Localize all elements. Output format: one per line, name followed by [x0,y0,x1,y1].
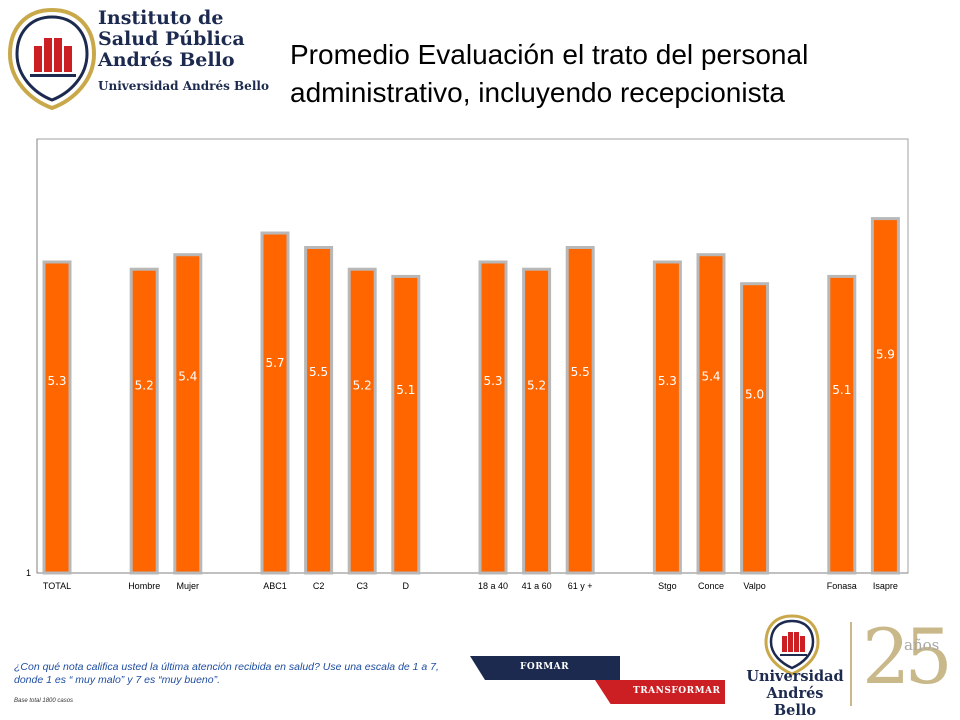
data-label: 5.3 [658,374,677,388]
data-label: 5.5 [571,365,590,379]
institute-logo [6,8,266,112]
x-tick-label: Fonasa [827,581,857,591]
x-tick-label: ABC1 [263,581,287,591]
data-label: 5.7 [265,356,284,370]
logo-line-3: Andrés Bello [98,49,235,71]
bar-fonasa [827,274,857,575]
bar-hombre [129,267,159,575]
bar-c2 [304,246,334,575]
x-tick-label: TOTAL [43,581,71,591]
logo-line-2: Salud Pública [98,28,245,50]
x-tick-label: C2 [313,581,325,591]
bar-chart: 5.3 5.2 5.4 5.7 5.5 5.2 5.1 5.3 5.2 5.5 5.3 5.4 5.0 5… [26,138,909,591]
bar-18-a-40 [478,260,508,575]
formar-band [470,656,620,680]
x-tick-label: D [403,581,410,591]
x-tick-label: Isapre [873,581,898,591]
data-label: 5.2 [135,379,154,393]
x-tick-label: Stgo [658,581,677,591]
data-label: 5.0 [745,388,764,402]
data-label: 5.2 [353,379,372,393]
anniversary-number: 25 [862,612,953,701]
institute-name: Instituto de Salud Pública Andrés Bello … [98,7,269,94]
data-label: 5.4 [178,370,197,384]
bar-group: 5.3 5.2 5.4 5.7 5.5 5.2 5.1 5.3 5.2 5.5 5.3 5.4 5.0 5… [42,217,900,575]
x-tick-label: 41 a 60 [522,581,552,591]
bar-61-y- [565,246,595,575]
university-shield-icon [764,614,820,676]
formar-label: FORMAR [520,662,570,672]
bar-isapre [870,217,900,575]
bar-41-a-60 [522,267,552,575]
x-tick-label: 18 a 40 [478,581,508,591]
x-tick-label: Mujer [177,581,200,591]
shield-logo-icon [7,8,97,111]
data-label: 5.1 [396,383,415,397]
data-label: 5.3 [483,374,502,388]
x-tick-label: 61 y + [568,581,593,591]
bar-d [391,274,421,575]
x-tick-label: C3 [356,581,368,591]
page-title: Promedio Evaluación el trato del persona… [290,39,809,108]
transformar-band [595,680,725,704]
data-label: 5.3 [47,374,66,388]
bar-stgo [652,260,682,575]
data-label: 5.2 [527,379,546,393]
bar-abc1 [260,231,290,575]
survey-question: ¿Con qué nota califica usted la última a… [14,661,439,686]
y-tick-labels: 1 [26,568,31,578]
logo-subtitle: Universidad Andrés Bello [98,79,269,93]
x-tick-labels: TOTAL Hombre Mujer ABC1 C2 C3 D 18 a 40 41 a 60 6… [43,581,898,591]
y-tick-label: 1 [26,568,31,578]
x-tick-label: Conce [698,581,724,591]
x-tick-label: Hombre [128,581,160,591]
university-line-2: Andrés Bello [766,685,824,719]
bar-total [42,260,72,575]
data-label: 5.9 [876,347,895,361]
x-tick-label: Valpo [743,581,765,591]
sample-base-note: Base total 1800 casos [14,698,74,704]
anniversary-word: años [904,636,940,654]
footer-divider [850,622,852,706]
bar-c3 [347,267,377,575]
transformar-label: TRANSFORMAR [633,686,721,696]
data-label: 5.4 [701,370,720,384]
logo-line-1: Instituto de [98,7,224,29]
data-label: 5.1 [832,383,851,397]
plot-area [36,138,909,574]
data-label: 5.5 [309,365,328,379]
university-name: Universidad Andrés Bello [745,668,845,719]
university-line-1: Universidad [746,668,844,685]
bar-valpo [740,282,770,575]
bar-conce [696,253,726,575]
bar-mujer [173,253,203,575]
